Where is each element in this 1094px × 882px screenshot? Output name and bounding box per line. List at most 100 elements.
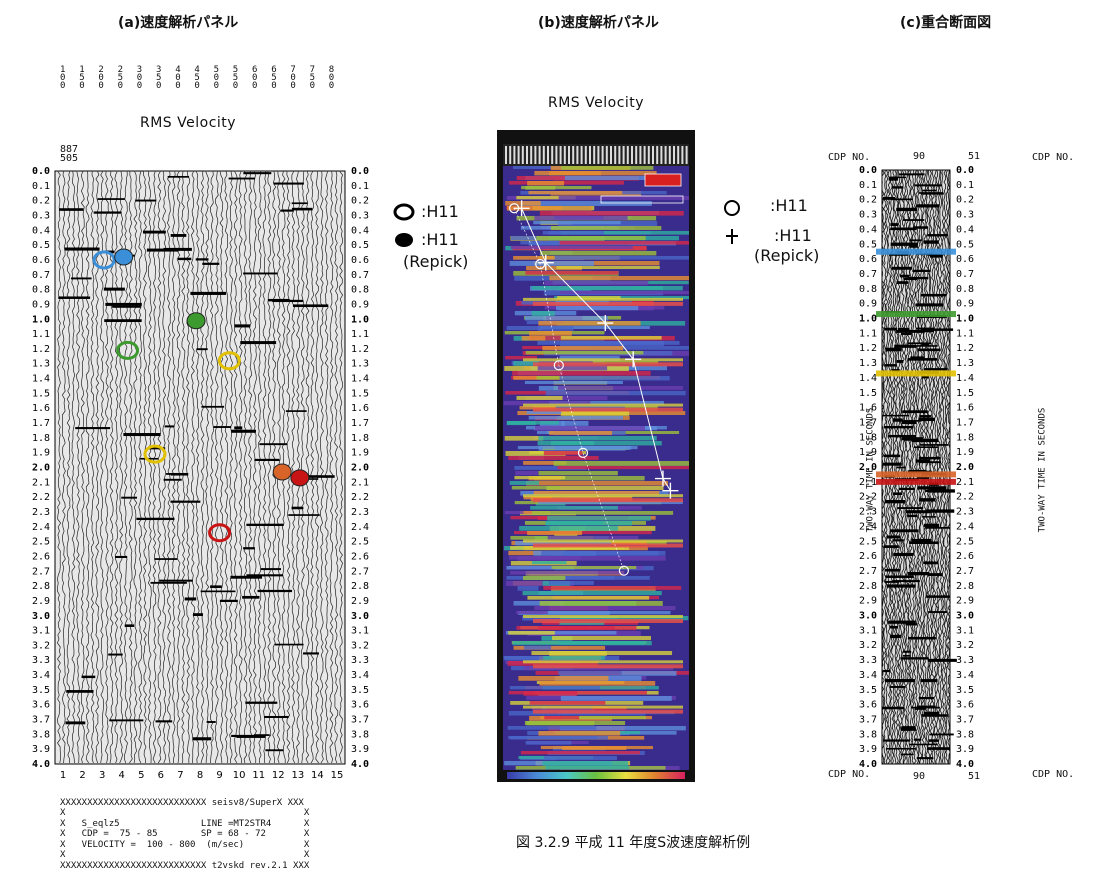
stack-event [909,239,922,242]
corner-label-bottom: 505 [60,153,79,164]
stack-trace [919,169,923,765]
stack-event [928,561,939,565]
footer-line: X X [60,850,310,860]
semblance-band [560,696,672,701]
stack-event [912,269,931,272]
semblance-band [543,586,682,590]
semblance-band [538,501,683,505]
y-tick-label-left: 2.9 [32,596,50,607]
header-digit [509,146,512,164]
stack-event [896,207,918,212]
semblance-band [503,401,591,406]
semblance-band [562,716,646,720]
y-tick-label-right: 1.5 [351,388,369,399]
header-digit [589,146,591,164]
seismic-trace [243,170,248,764]
y-tick-label-right: 2.6 [956,551,974,562]
seismic-trace [85,170,90,764]
stack-event [915,303,944,307]
y-tick-label-right: 3.1 [351,626,369,637]
y-tick-label-right: 0.8 [956,284,974,295]
velocity-pick-filled [114,248,134,266]
header-digit [593,146,596,164]
stack-trace [881,169,885,765]
seismic-trace [200,170,205,764]
semblance-band [534,426,646,431]
semblance-band [541,551,666,556]
semblance-band [544,716,580,720]
semblance-band [524,316,609,321]
y-tick-label-left: 2.7 [32,566,50,577]
seismic-trace [224,170,229,764]
open-circle-icon [724,200,740,216]
y-tick-label-left: 3.6 [32,700,50,711]
semblance-band [531,286,663,290]
stack-event [923,711,940,716]
stack-event [918,417,936,422]
y-tick-label-right: 4.0 [956,759,974,770]
stack-trace [937,169,941,765]
reflection-event [273,182,304,185]
stack-event [889,176,907,179]
stack-event [924,368,948,371]
stack-event [882,462,902,466]
reflection-event [245,701,278,704]
stack-event [925,527,950,529]
stack-event [892,580,920,583]
semblance-band [509,686,600,690]
semblance-band [559,376,670,381]
header-digit [656,146,659,164]
horizon-marker [876,248,956,255]
figure-caption: 図 3.2.9 平成 11 年度S波速度解析例 [516,835,751,851]
stack-event [921,343,930,346]
x-tick-label: 13 [291,770,304,781]
seismic-trace [286,170,291,764]
panel-a-footer: XXXXXXXXXXXXXXXXXXXXXXXXXXX seisv8/Super… [60,787,309,882]
stack-event [902,410,928,414]
stack-event [924,523,939,528]
legend-c-repick-note: (Repick) [754,246,820,265]
stack-event [899,274,910,278]
reflection-event [291,202,308,205]
semblance-peak [523,403,683,407]
velocity-pick-open [143,444,167,464]
y-tick-label-left: 2.0 [32,463,50,474]
stack-event [901,421,917,425]
header-digit [605,146,608,164]
stack-trace [943,169,947,765]
stack-event [893,552,914,557]
semblance-band [553,461,689,466]
header-digit [643,146,646,164]
seismic-trace [80,170,85,764]
y-tick-label-left: 1.2 [859,343,877,354]
y-tick-label-right: 2.2 [351,492,369,503]
stack-event [916,345,938,347]
stack-event [907,514,918,518]
y-tick-label-right: 2.5 [956,536,974,547]
semblance-band [539,681,656,686]
stack-event [896,360,904,363]
x-tick-label: 14 [311,770,324,781]
seismic-trace [229,170,234,764]
semblance-band [545,521,603,526]
semblance-band [542,611,671,615]
y-tick-label-right: 3.4 [351,670,369,681]
stack-event [914,184,942,187]
header-digit [576,146,579,164]
legend-c: :H11 :H11 (Repick) [722,196,852,276]
y-tick-label-right: 1.7 [351,418,369,429]
header-digit [618,146,621,164]
stack-event [914,707,926,710]
y-tick-label-right: 1.4 [351,374,369,385]
reflection-event [242,595,260,599]
reflection-event [231,429,256,433]
header-digit [521,146,524,164]
y-tick-label-left: 2.1 [859,477,877,488]
semblance-band [516,176,565,181]
y-tick-label-left: 3.9 [859,744,877,755]
y-tick-label-left: 1.8 [859,432,877,443]
semblance-band [559,291,689,295]
stack-event [923,561,932,565]
semblance-band [516,611,548,615]
